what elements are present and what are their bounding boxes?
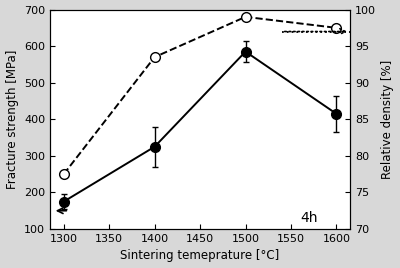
Y-axis label: Relative density [%]: Relative density [%] [382, 60, 394, 179]
Text: 4h: 4h [300, 211, 318, 225]
Y-axis label: Fracture strength [MPa]: Fracture strength [MPa] [6, 50, 18, 189]
X-axis label: Sintering temeprature [°C]: Sintering temeprature [°C] [120, 250, 280, 262]
